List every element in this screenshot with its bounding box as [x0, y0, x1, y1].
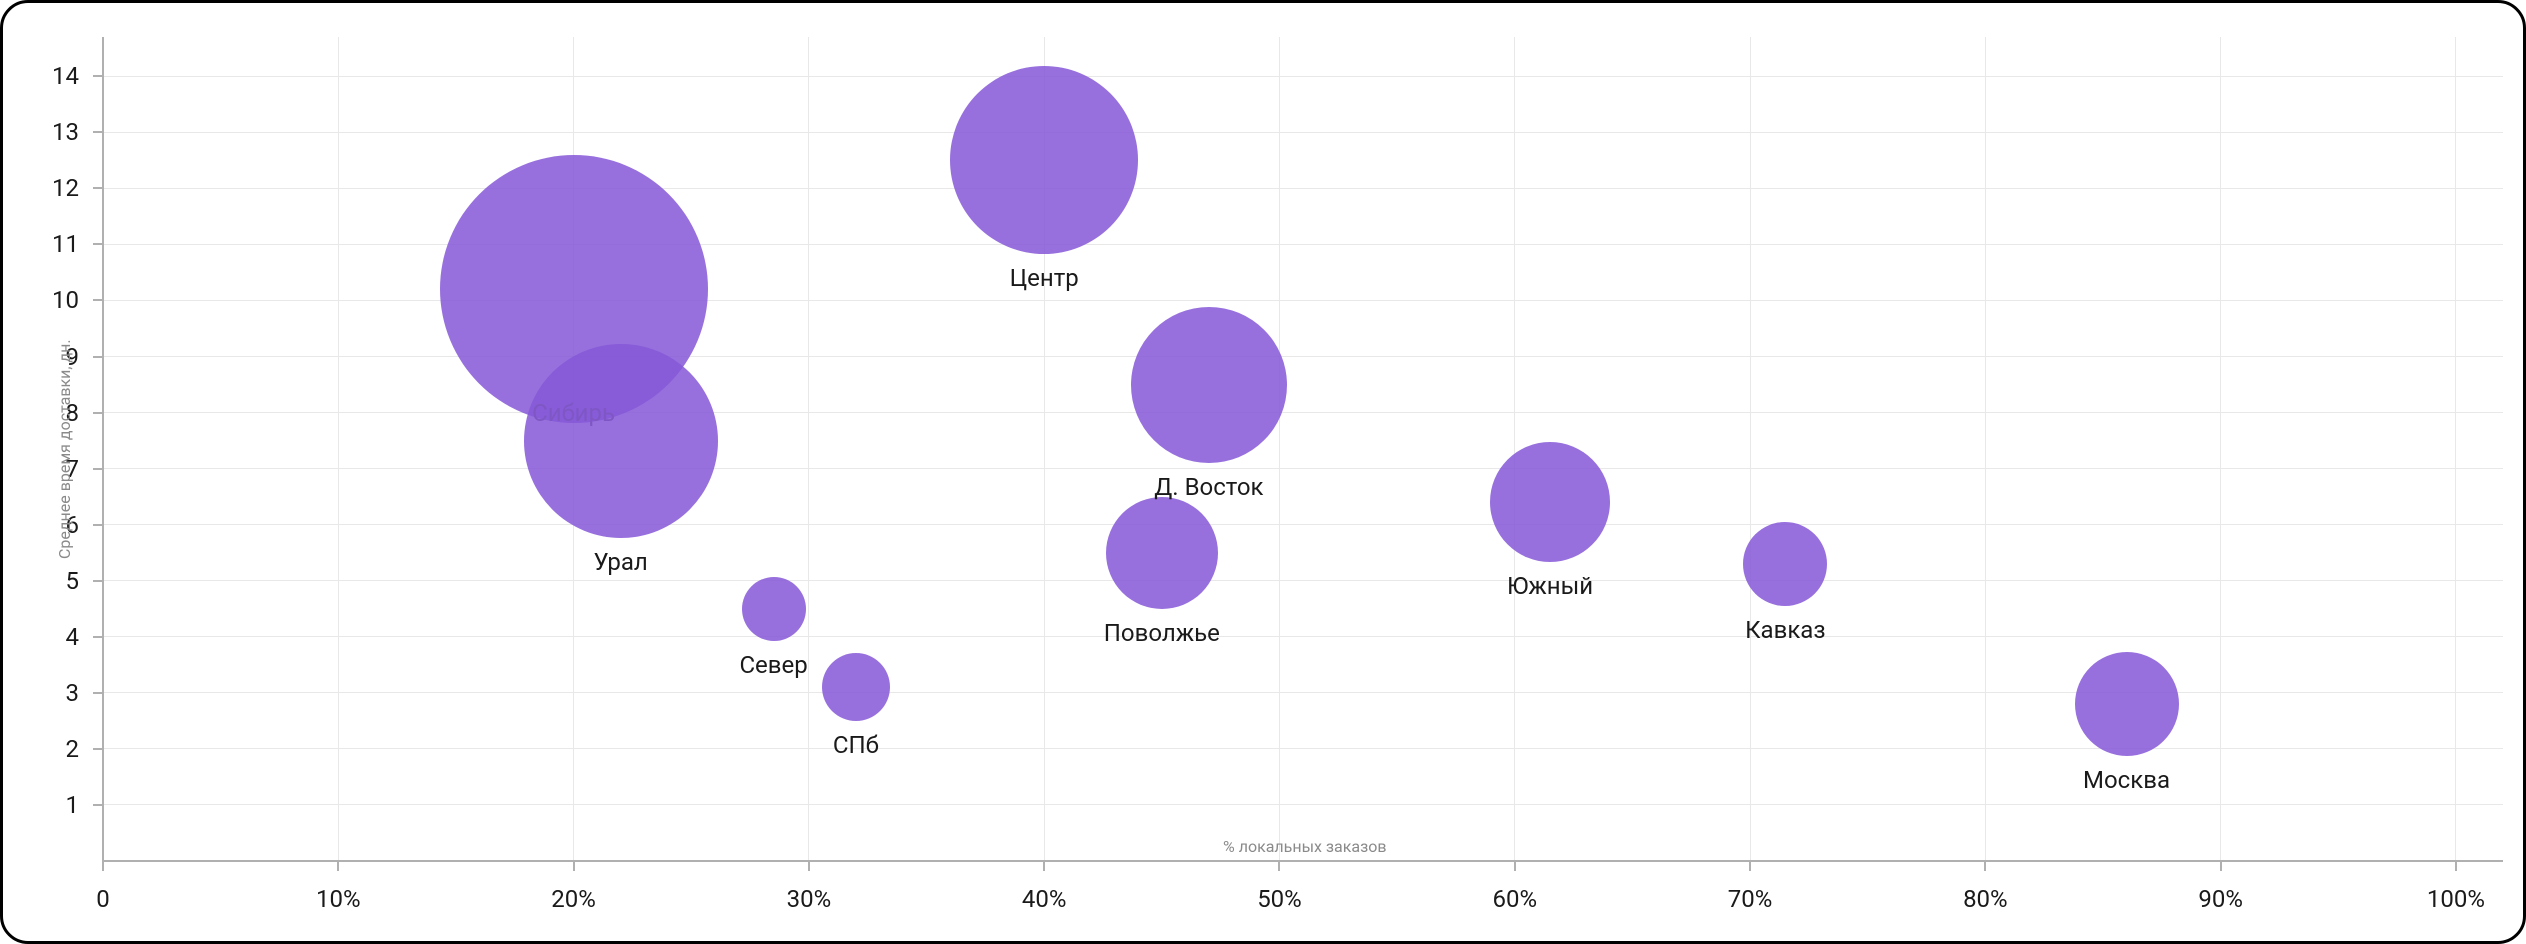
x-tick-mark: [2220, 861, 2222, 871]
bubble-label: Кавказ: [1745, 616, 1825, 644]
gridline-vertical: [1514, 37, 1515, 861]
bubble[interactable]: [524, 344, 718, 538]
y-tick-mark: [93, 692, 103, 694]
bubble-label: Москва: [2083, 766, 2170, 794]
gridline-horizontal: [103, 76, 2503, 77]
x-tick-mark: [1984, 861, 1986, 871]
y-tick-label: 12: [52, 174, 79, 202]
bubble-label: Север: [739, 651, 807, 679]
x-tick-mark: [573, 861, 575, 871]
bubble-chart: 1234567891011121314010%20%30%40%50%60%70…: [3, 3, 2523, 941]
y-tick-label: 1: [66, 791, 80, 819]
bubble-label: Поволжье: [1104, 619, 1220, 647]
x-tick-mark: [2455, 861, 2457, 871]
x-tick-label: 70%: [1728, 885, 1773, 913]
gridline-horizontal: [103, 412, 2503, 413]
gridline-horizontal: [103, 580, 2503, 581]
x-tick-label: 40%: [1022, 885, 1067, 913]
bubble-label: Урал: [593, 548, 647, 576]
x-tick-label: 30%: [787, 885, 832, 913]
y-tick-mark: [93, 636, 103, 638]
x-tick-mark: [102, 861, 104, 871]
bubble[interactable]: [1743, 522, 1827, 606]
x-tick-label: 20%: [551, 885, 596, 913]
bubble-label: Д. Восток: [1154, 473, 1263, 501]
x-tick-mark: [808, 861, 810, 871]
y-tick-mark: [93, 468, 103, 470]
y-tick-label: 10: [52, 286, 79, 314]
y-tick-mark: [93, 243, 103, 245]
gridline-horizontal: [103, 636, 2503, 637]
gridline-horizontal: [103, 132, 2503, 133]
gridline-vertical: [338, 37, 339, 861]
x-axis-line: [103, 860, 2503, 862]
y-tick-mark: [93, 748, 103, 750]
y-tick-label: 2: [66, 735, 80, 763]
gridline-horizontal: [103, 524, 2503, 525]
y-tick-mark: [93, 75, 103, 77]
x-tick-label: 100%: [2427, 885, 2485, 913]
y-tick-mark: [93, 412, 103, 414]
gridline-vertical: [2455, 37, 2456, 861]
y-tick-mark: [93, 299, 103, 301]
bubble[interactable]: [950, 66, 1138, 254]
y-tick-label: 5: [66, 567, 80, 595]
x-tick-mark: [337, 861, 339, 871]
gridline-vertical: [808, 37, 809, 861]
gridline-horizontal: [103, 468, 2503, 469]
bubble-label: Центр: [1010, 264, 1079, 292]
x-tick-label: 60%: [1492, 885, 1537, 913]
x-tick-label: 80%: [1963, 885, 2008, 913]
x-axis-label: % локальных заказов: [1223, 837, 1386, 856]
bubble[interactable]: [1131, 307, 1287, 463]
y-tick-label: 3: [66, 679, 80, 707]
y-tick-label: 13: [52, 118, 79, 146]
y-tick-mark: [93, 804, 103, 806]
y-tick-mark: [93, 356, 103, 358]
x-tick-label: 50%: [1257, 885, 1302, 913]
x-tick-label: 90%: [2198, 885, 2243, 913]
y-axis-line: [102, 37, 104, 861]
gridline-horizontal: [103, 188, 2503, 189]
x-tick-mark: [1278, 861, 1280, 871]
bubble-label: Южный: [1507, 572, 1593, 600]
gridline-vertical: [1750, 37, 1751, 861]
gridline-vertical: [1985, 37, 1986, 861]
bubble[interactable]: [742, 577, 806, 641]
bubble-label: СПб: [833, 731, 879, 759]
chart-frame: 1234567891011121314010%20%30%40%50%60%70…: [0, 0, 2526, 944]
x-tick-mark: [1749, 861, 1751, 871]
y-axis-label: Среднее время доставки, дн.: [55, 339, 74, 559]
bubble[interactable]: [1490, 442, 1610, 562]
y-tick-mark: [93, 131, 103, 133]
x-tick-label: 0: [96, 885, 110, 913]
gridline-vertical: [1279, 37, 1280, 861]
bubble[interactable]: [2075, 652, 2179, 756]
x-tick-mark: [1514, 861, 1516, 871]
gridline-horizontal: [103, 804, 2503, 805]
y-tick-label: 4: [66, 623, 80, 651]
gridline-vertical: [2220, 37, 2221, 861]
y-tick-label: 14: [52, 62, 79, 90]
y-tick-mark: [93, 187, 103, 189]
bubble[interactable]: [1106, 497, 1218, 609]
x-tick-mark: [1043, 861, 1045, 871]
bubble[interactable]: [822, 653, 890, 721]
y-tick-label: 11: [52, 230, 79, 258]
x-tick-label: 10%: [316, 885, 361, 913]
y-tick-mark: [93, 580, 103, 582]
y-tick-mark: [93, 524, 103, 526]
